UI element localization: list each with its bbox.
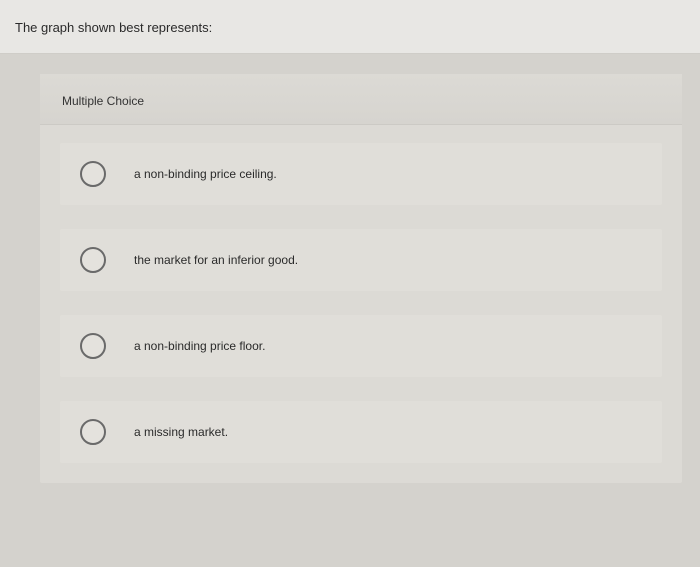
option-label: a missing market.	[134, 425, 228, 439]
radio-icon[interactable]	[80, 161, 106, 187]
option-label: the market for an inferior good.	[134, 253, 298, 267]
question-header: The graph shown best represents:	[0, 0, 700, 54]
options-container: a non-binding price ceiling. the market …	[40, 125, 682, 483]
option-row-3[interactable]: a missing market.	[60, 401, 662, 463]
multiple-choice-header: Multiple Choice	[40, 74, 682, 125]
radio-icon[interactable]	[80, 247, 106, 273]
option-row-0[interactable]: a non-binding price ceiling.	[60, 143, 662, 205]
radio-icon[interactable]	[80, 333, 106, 359]
option-row-2[interactable]: a non-binding price floor.	[60, 315, 662, 377]
answer-panel: Multiple Choice a non-binding price ceil…	[40, 74, 682, 483]
option-label: a non-binding price ceiling.	[134, 167, 277, 181]
option-row-1[interactable]: the market for an inferior good.	[60, 229, 662, 291]
multiple-choice-label: Multiple Choice	[62, 94, 660, 108]
quiz-page: The graph shown best represents: Multipl…	[0, 0, 700, 567]
question-prompt: The graph shown best represents:	[15, 20, 685, 35]
radio-icon[interactable]	[80, 419, 106, 445]
option-label: a non-binding price floor.	[134, 339, 265, 353]
